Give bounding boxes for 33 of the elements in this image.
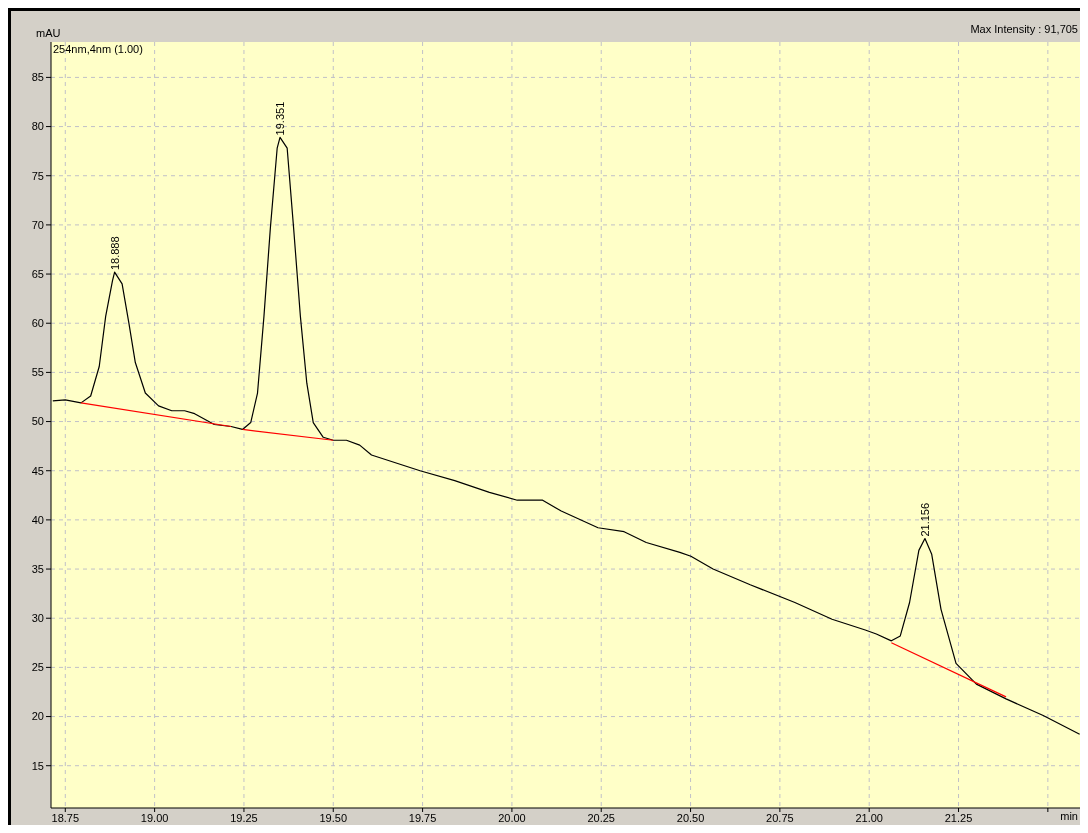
y-tick-label: 60 xyxy=(31,317,44,330)
x-tick-label: 20.50 xyxy=(676,811,705,824)
x-tick-label: 21.00 xyxy=(855,811,883,824)
y-tick-label: 40 xyxy=(31,513,44,526)
annotation: 19.351 xyxy=(274,101,287,136)
y-tick-label: 70 xyxy=(31,218,44,231)
y-tick-label: 20 xyxy=(31,710,44,723)
y-tick-label: 50 xyxy=(31,415,44,428)
annotation: 18.888 xyxy=(108,236,121,271)
y-tick-label: 35 xyxy=(31,562,44,575)
y-tick-label: 30 xyxy=(31,612,44,625)
text: Max Intensity : 91,705 xyxy=(970,23,1078,35)
annotation: 254nm,4nm (1.00) xyxy=(53,43,143,55)
x-tick-label: 20.00 xyxy=(498,811,526,824)
x-tick-label: 18.75 xyxy=(51,811,80,824)
annotation: 21.156 xyxy=(918,502,931,537)
y-axis-title: mAU xyxy=(36,27,61,39)
x-tick-label: 19.50 xyxy=(319,811,348,824)
y-tick-label: 15 xyxy=(31,759,44,772)
x-tick-label: 19.25 xyxy=(230,811,258,824)
x-tick-label: 21.25 xyxy=(944,811,973,824)
x-tick-label: 19.00 xyxy=(140,811,169,824)
x-tick-label: 20.25 xyxy=(587,811,615,824)
y-tick-label: 45 xyxy=(31,464,44,477)
y-tick-label: 65 xyxy=(31,267,44,280)
x-axis-title: min xyxy=(1060,810,1078,822)
x-tick-label: 20.75 xyxy=(766,811,794,824)
y-tick-label: 55 xyxy=(31,366,44,379)
y-tick-label: 85 xyxy=(31,71,44,84)
x-tick-label: 19.75 xyxy=(408,811,437,824)
y-tick-label: 75 xyxy=(31,169,44,182)
y-tick-label: 25 xyxy=(31,661,44,674)
y-tick-label: 80 xyxy=(31,120,44,133)
